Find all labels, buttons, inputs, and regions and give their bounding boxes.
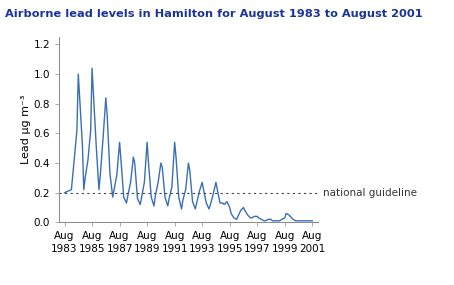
Y-axis label: Lead μg m⁻³: Lead μg m⁻³ xyxy=(20,95,30,164)
Text: national guideline: national guideline xyxy=(323,188,417,198)
Text: Airborne lead levels in Hamilton for August 1983 to August 2001: Airborne lead levels in Hamilton for Aug… xyxy=(5,9,422,19)
